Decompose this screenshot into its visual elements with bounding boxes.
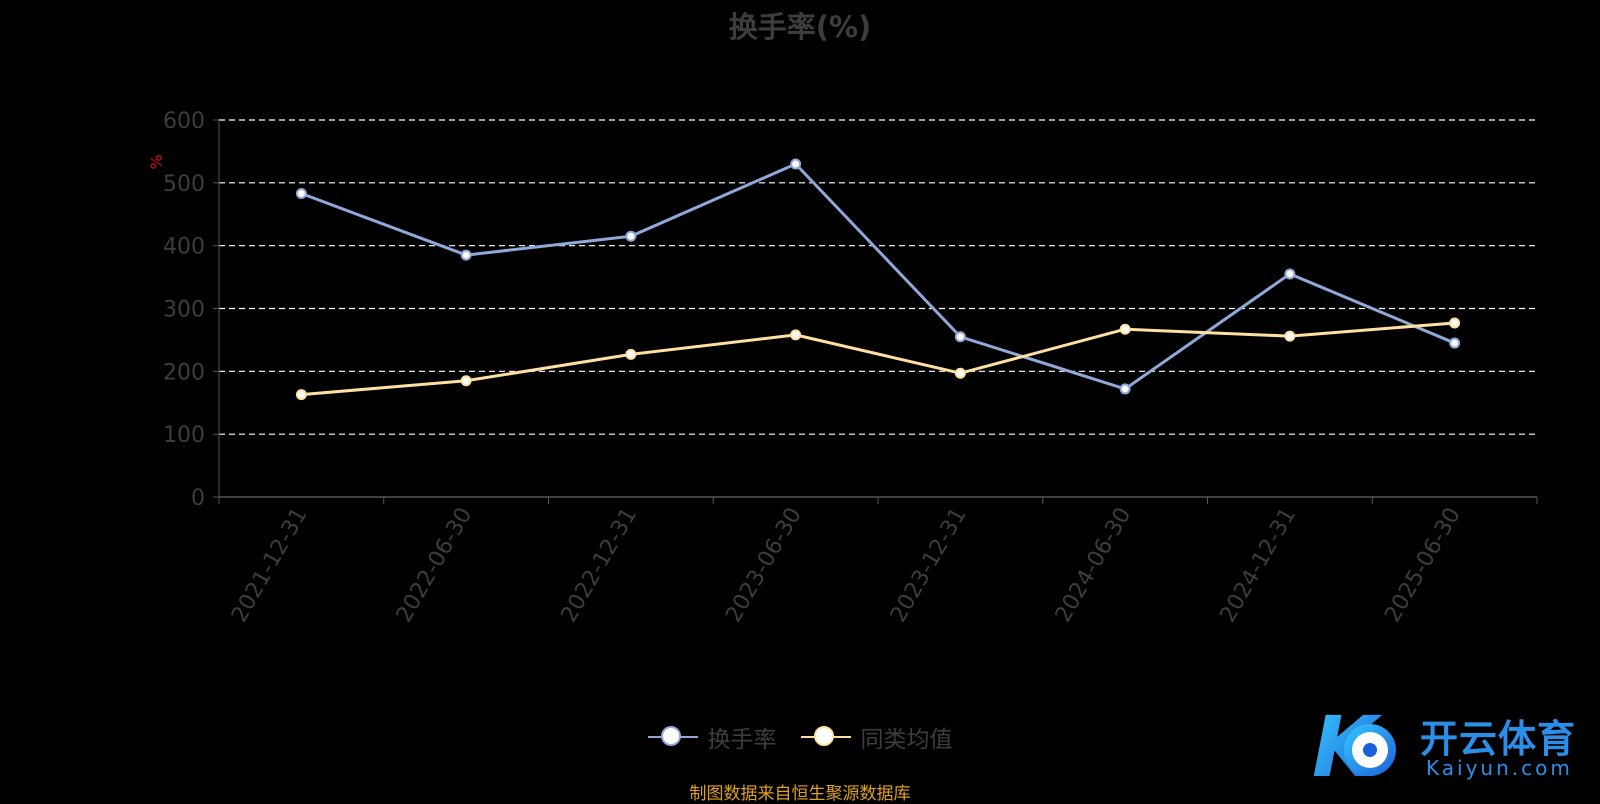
series-0-point-2023-06-30	[790, 158, 802, 170]
series-line-1	[301, 321, 1455, 397]
legend-label-turnover: 换手率	[707, 727, 777, 753]
x-tick-label-2023-12-31: 2023-12-31	[886, 504, 972, 627]
x-tick-label-2024-12-31: 2024-12-31	[1215, 504, 1301, 627]
y-axis-label: %	[147, 154, 166, 169]
series-1-point-2025-06-30	[1449, 317, 1461, 329]
series-1-point-2022-06-30	[460, 375, 472, 387]
legend-swatch-turnover	[647, 725, 698, 749]
series-1-point-2023-06-30	[790, 329, 802, 341]
series-0-point-2022-06-30	[460, 249, 472, 261]
series-0-point-2022-12-31	[625, 230, 637, 242]
y-tick-label-100: 100	[163, 423, 205, 448]
series-0-point-2024-12-31	[1284, 268, 1296, 280]
x-tick-label-2022-06-30: 2022-06-30	[392, 504, 478, 627]
series-1-point-2024-06-30	[1119, 323, 1131, 335]
y-tick-label-200: 200	[163, 360, 205, 385]
kaiyun-logo-mark-icon: K	[1312, 698, 1396, 792]
series-0-point-2023-12-31	[954, 331, 966, 343]
series-1-point-2024-12-31	[1284, 330, 1296, 342]
legend-item-turnover[interactable]: 换手率	[647, 720, 777, 754]
y-tick-label-600: 600	[163, 109, 205, 134]
y-tick-label-400: 400	[163, 235, 205, 260]
series-0-point-2025-06-30	[1449, 337, 1461, 349]
logo-english-text: Kaiyun.com	[1426, 756, 1573, 780]
x-tick-label-2022-12-31: 2022-12-31	[556, 504, 642, 627]
legend-label-peer-average: 同类均值	[860, 727, 953, 753]
data-source-note: 制图数据来自恒生聚源数据库	[689, 784, 911, 804]
x-tick-label-2025-06-30: 2025-06-30	[1380, 504, 1466, 627]
legend-item-peer-average[interactable]: 同类均值	[800, 720, 953, 754]
series-0-point-2021-12-31	[295, 188, 307, 200]
series-0-point-2024-06-30	[1119, 383, 1131, 395]
series-line-0	[300, 162, 1456, 391]
series-1-point-2023-12-31	[954, 367, 966, 379]
x-tick-label-2024-06-30: 2024-06-30	[1051, 504, 1137, 627]
series-1-point-2021-12-31	[295, 389, 307, 401]
kaiyun-logo: K 开云体育 Kaiyun.com	[1310, 698, 1600, 798]
logo-chinese-text: 开云体育	[1420, 717, 1577, 761]
y-tick-label-300: 300	[163, 298, 205, 323]
x-tick-label-2021-12-31: 2021-12-31	[227, 504, 313, 627]
y-tick-label-0: 0	[191, 486, 205, 511]
legend-swatch-peer-average	[800, 725, 851, 749]
chart-title: 换手率(%)	[728, 10, 872, 44]
x-tick-label-2023-06-30: 2023-06-30	[721, 504, 807, 627]
series-1-point-2022-12-31	[625, 348, 637, 360]
chart-legend: 换手率 同类均值	[0, 720, 1600, 754]
y-tick-label-500: 500	[163, 172, 205, 197]
